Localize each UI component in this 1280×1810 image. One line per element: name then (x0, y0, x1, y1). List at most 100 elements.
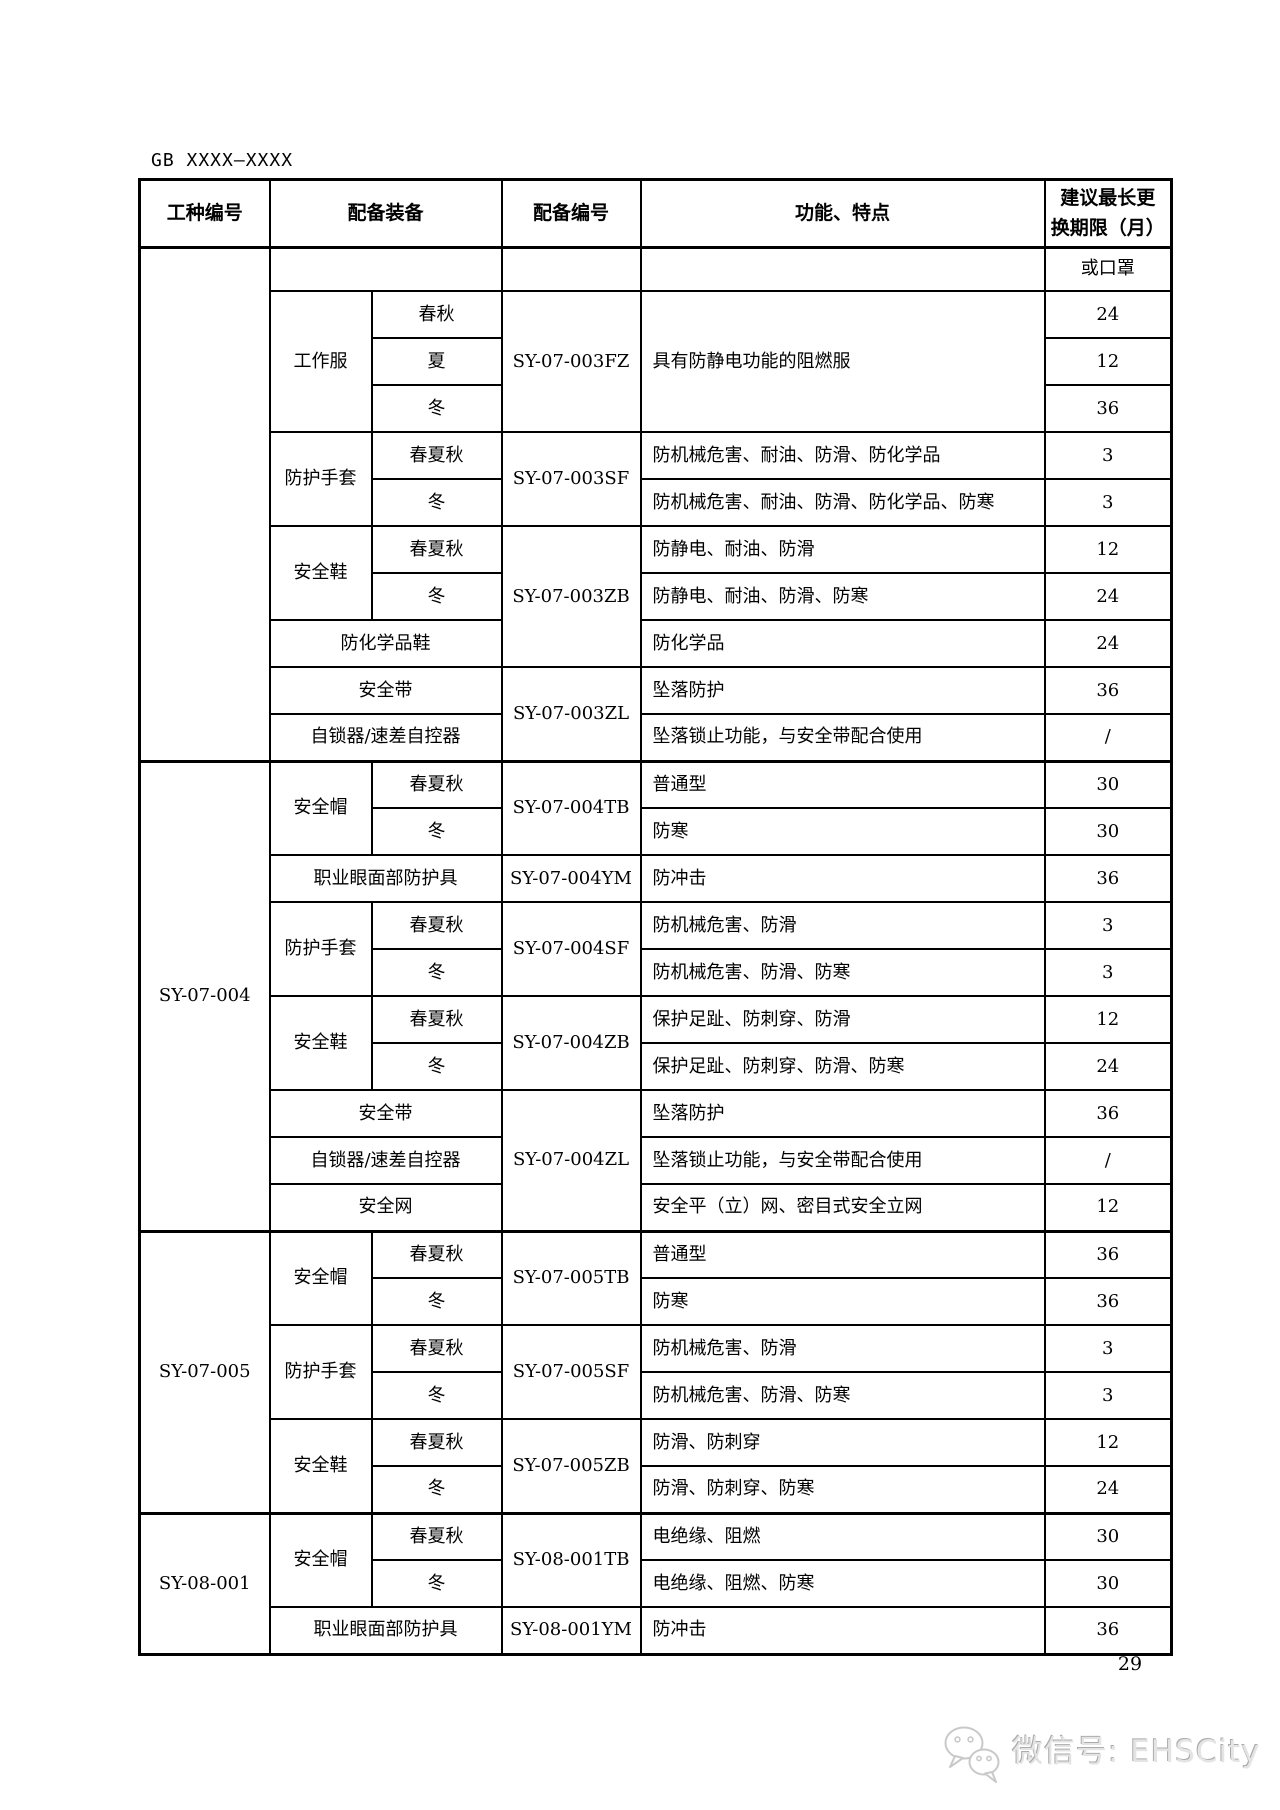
function-cell: 安全平（立）网、密目式安全立网 (639, 1183, 1046, 1233)
code-cell: SY-07-003SF (500, 431, 642, 528)
code-cell (500, 246, 642, 293)
table-row: 安全网 安全平（立）网、密目式安全立网 12 (140, 1183, 1173, 1233)
worktype-cell: SY-07-004 (138, 759, 271, 1233)
function-cell: 防机械危害、防滑 (639, 901, 1046, 951)
months-cell: 12 (1043, 525, 1173, 575)
season-cell: 冬 (370, 1371, 503, 1421)
code-cell: SY-07-004YM (500, 854, 642, 904)
code-cell: SY-07-004SF (500, 901, 642, 998)
code-cell: SY-07-003FZ (500, 290, 642, 434)
code-cell: SY-07-004ZL (500, 1089, 642, 1233)
function-cell: 防机械危害、耐油、防滑、防化学品、防寒 (639, 478, 1046, 528)
function-cell: 防冲击 (639, 854, 1046, 904)
months-cell: 3 (1043, 478, 1173, 528)
table-row: 冬 防寒 36 (140, 1277, 1173, 1327)
function-cell: 电绝缘、阻燃、防寒 (639, 1559, 1046, 1609)
code-cell: SY-08-001TB (500, 1511, 642, 1609)
months-cell: 24 (1043, 290, 1173, 340)
table-header: 工种编号 配备装备 配备编号 功能、特点 建议最长更 换期限（月） (138, 178, 1173, 249)
months-cell: 36 (1043, 854, 1173, 904)
table-row: 安全带 SY-07-004ZL 坠落防护 36 (140, 1089, 1173, 1233)
equipment-cell: 职业眼面部防护具 (268, 1606, 503, 1656)
equipment-cell: 安全带 (268, 1089, 503, 1139)
table-row: 安全鞋 春夏秋 SY-07-003ZB 防静电、耐油、防滑 12 (140, 525, 1173, 669)
code-cell: SY-07-005TB (500, 1229, 642, 1327)
months-cell: 3 (1043, 1324, 1173, 1374)
code-cell: SY-07-005ZB (500, 1418, 642, 1515)
equipment-cell: 安全鞋 (268, 1418, 373, 1515)
season-cell: 春夏秋 (370, 431, 503, 481)
function-cell: 电绝缘、阻燃 (639, 1511, 1046, 1562)
function-cell: 防机械危害、防滑 (639, 1324, 1046, 1374)
table-row: 夏 12 (140, 337, 1173, 387)
season-cell: 冬 (370, 807, 503, 857)
function-cell: 坠落防护 (639, 666, 1046, 716)
season-cell: 冬 (370, 1465, 503, 1515)
function-cell: 坠落防护 (639, 1089, 1046, 1139)
header-cell: 建议最长更 换期限（月） (1043, 178, 1173, 249)
months-cell: / (1043, 1136, 1173, 1186)
season-cell: 春秋 (370, 290, 503, 340)
function-cell: 坠落锁止功能，与安全带配合使用 (639, 1136, 1046, 1186)
months-cell: 24 (1043, 1042, 1173, 1092)
code-cell: SY-08-001YM (500, 1606, 642, 1656)
table-row: 自锁器/速差自控器 坠落锁止功能，与安全带配合使用 / (140, 713, 1173, 763)
months-cell: 30 (1043, 1559, 1173, 1609)
equipment-cell: 安全网 (268, 1183, 503, 1233)
table-row: 防护手套 春夏秋 SY-07-004SF 防机械危害、防滑 3 (140, 901, 1173, 998)
table-row: 冬 防机械危害、防滑、防寒 3 (140, 948, 1173, 998)
months-cell: 24 (1043, 619, 1173, 669)
season-cell: 冬 (370, 1042, 503, 1092)
table-row: 安全带 SY-07-003ZL 坠落防护 36 (140, 666, 1173, 763)
equipment-cell: 安全帽 (268, 759, 373, 857)
equipment-cell: 职业眼面部防护具 (268, 854, 503, 904)
equipment-cell: 防化学品鞋 (268, 619, 503, 669)
months-cell: 12 (1043, 1183, 1173, 1233)
function-cell: 防寒 (639, 807, 1046, 857)
header-cell: 功能、特点 (639, 178, 1046, 249)
function-cell: 防静电、耐油、防滑 (639, 525, 1046, 575)
months-cell: 3 (1043, 431, 1173, 481)
season-cell: 春夏秋 (370, 1418, 503, 1468)
season-cell: 夏 (370, 337, 503, 387)
function-cell: 防机械危害、防滑、防寒 (639, 1371, 1046, 1421)
equipment-cell: 防护手套 (268, 901, 373, 998)
code-cell: SY-07-005SF (500, 1324, 642, 1421)
function-cell: 防滑、防刺穿、防寒 (639, 1465, 1046, 1515)
header-cell: 配备编号 (500, 178, 642, 249)
table-row: 冬 防机械危害、防滑、防寒 3 (140, 1371, 1173, 1421)
function-cell: 防化学品 (639, 619, 1046, 669)
months-cell: 12 (1043, 995, 1173, 1045)
season-cell: 冬 (370, 478, 503, 528)
season-cell: 春夏秋 (370, 1229, 503, 1280)
function-cell: 坠落锁止功能，与安全带配合使用 (639, 713, 1046, 763)
months-cell: 36 (1043, 1089, 1173, 1139)
equipment-cell: 工作服 (268, 290, 373, 434)
table-row: 工作服 春秋 SY-07-003FZ 具有防静电功能的阻燃服 24 (140, 290, 1173, 434)
table-row: 职业眼面部防护具 SY-07-004YM 防冲击 36 (140, 854, 1173, 904)
code-cell: SY-07-004TB (500, 759, 642, 857)
wechat-icon (944, 1726, 1000, 1783)
table-row: 防护手套 春夏秋 SY-07-005SF 防机械危害、防滑 3 (140, 1324, 1173, 1421)
function-cell: 保护足趾、防刺穿、防滑 (639, 995, 1046, 1045)
table-row: SY-08-001 安全帽 春夏秋 SY-08-001TB 电绝缘、阻燃 30 (138, 1511, 1173, 1656)
table-row: 冬 防机械危害、耐油、防滑、防化学品、防寒 3 (140, 478, 1173, 528)
season-cell: 春夏秋 (370, 759, 503, 810)
table-row: 或口罩 (138, 246, 1173, 763)
worktype-cell: SY-08-001 (138, 1511, 271, 1656)
season-cell: 春夏秋 (370, 1324, 503, 1374)
months-cell: 24 (1043, 1465, 1173, 1515)
months-cell: 3 (1043, 1371, 1173, 1421)
season-cell: 冬 (370, 1559, 503, 1609)
equipment-cell: 安全帽 (268, 1229, 373, 1327)
table-row: 职业眼面部防护具 SY-08-001YM 防冲击 36 (140, 1606, 1173, 1656)
worktype-cell: SY-07-005 (138, 1229, 271, 1515)
equipment-cell: 自锁器/速差自控器 (268, 1136, 503, 1186)
table-row: 安全鞋 春夏秋 SY-07-004ZB 保护足趾、防刺穿、防滑 12 (140, 995, 1173, 1092)
function-cell: 普通型 (639, 1229, 1046, 1280)
function-cell: 具有防静电功能的阻燃服 (639, 290, 1046, 434)
months-cell: 3 (1043, 948, 1173, 998)
table-row: 冬 36 (140, 384, 1173, 434)
months-cell: 36 (1043, 1229, 1173, 1280)
months-cell: 或口罩 (1043, 246, 1173, 293)
